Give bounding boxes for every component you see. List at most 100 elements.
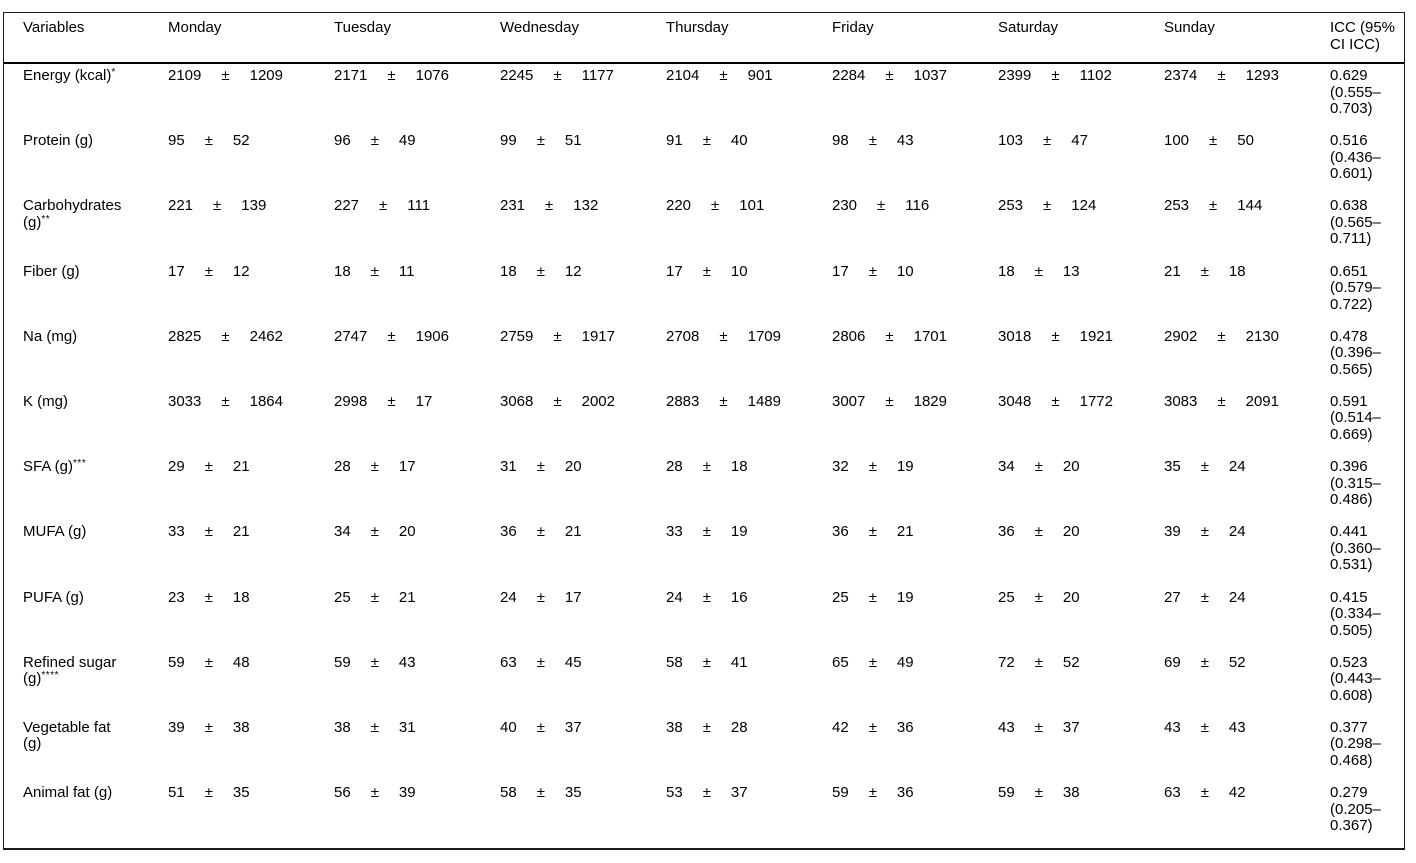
table-row: PUFA (g) 23 ± 18 25 ± 21 24 ± 17 24 ± 16… [4, 586, 1404, 651]
mean-value: 33 [168, 523, 185, 541]
plus-minus-symbol: ± [370, 588, 379, 606]
plus-minus-symbol: ± [536, 718, 545, 736]
table-row: SFA (g)*** 29 ± 21 28 ± 17 31 ± 20 28 ± … [4, 455, 1404, 520]
plus-minus-symbol: ± [719, 67, 728, 84]
sd-value: 52 [1062, 653, 1080, 671]
mean-sd-cell: 253 ± 124 [998, 198, 1164, 259]
plus-minus-symbol: ± [1200, 458, 1209, 476]
plus-minus-symbol: ± [1034, 784, 1043, 802]
sd-value: 47 [1071, 132, 1088, 150]
mean-value: 3068 [500, 392, 534, 410]
plus-minus-symbol: ± [1034, 653, 1043, 671]
sd-value: 1489 [747, 392, 781, 410]
table-row: K (mg) 3033 ± 1864 2998 ± 17 3068 ± 2002… [4, 390, 1404, 455]
sd-value: 35 [232, 784, 250, 802]
mean-value: 27 [1164, 588, 1181, 606]
table-body: Energy (kcal)* 2109 ± 1209 2171 ± 1076 2… [4, 64, 1404, 846]
plus-minus-symbol: ± [204, 718, 213, 736]
plus-minus-symbol: ± [204, 523, 213, 541]
plus-minus-symbol: ± [868, 458, 877, 476]
mean-value: 18 [998, 262, 1015, 280]
mean-sd-cell: 99 ± 51 [500, 133, 666, 194]
row-label: Refined sugar (g)**** [23, 654, 168, 716]
row-label: PUFA (g) [23, 588, 168, 651]
mean-value: 2759 [500, 327, 534, 345]
mean-sd-cell: 230 ± 116 [832, 198, 998, 259]
mean-sd-cell: 18 ± 11 [334, 263, 500, 325]
plus-minus-symbol: ± [868, 653, 877, 671]
mean-sd-cell: 3068 ± 2002 [500, 392, 666, 455]
sd-value: 116 [905, 197, 930, 215]
sd-value: 36 [896, 718, 914, 736]
mean-sd-cell: 58 ± 41 [666, 654, 832, 716]
plus-minus-symbol: ± [711, 197, 720, 215]
plus-minus-symbol: ± [868, 262, 877, 280]
mean-value: 230 [832, 197, 858, 215]
table-row: Na (mg) 2825 ± 2462 2747 ± 1906 2759 ± 1… [4, 325, 1404, 390]
plus-minus-symbol: ± [702, 784, 711, 802]
mean-value: 24 [666, 588, 683, 606]
plus-minus-symbol: ± [1217, 327, 1226, 345]
row-label: K (mg) [23, 393, 168, 455]
mean-value: 38 [666, 718, 683, 736]
row-label: Fiber (g) [23, 262, 168, 325]
mean-value: 43 [998, 718, 1015, 736]
row-label-text: PUFA (g) [23, 588, 84, 606]
mean-value: 59 [334, 653, 351, 671]
mean-value: 95 [168, 132, 185, 150]
sd-value: 111 [407, 197, 431, 215]
mean-sd-cell: 17 ± 10 [832, 262, 998, 325]
mean-value: 33 [666, 523, 683, 541]
table-row: Animal fat (g) 51 ± 35 56 ± 39 58 ± 35 5… [4, 781, 1404, 846]
mean-value: 96 [334, 132, 351, 150]
mean-sd-cell: 2806 ± 1701 [832, 328, 998, 390]
icc-value: 0.415 (0.334– 0.505) [1330, 588, 1381, 639]
sd-value: 21 [232, 523, 250, 541]
plus-minus-symbol: ± [370, 523, 379, 541]
mean-sd-cell: 21 ± 18 [1164, 262, 1330, 325]
plus-minus-symbol: ± [1200, 718, 1209, 736]
mean-sd-cell: 28 ± 17 [334, 459, 500, 520]
row-label-text: SFA (g) [23, 458, 74, 476]
row-label-text: Fiber (g) [23, 262, 80, 280]
sd-value: 139 [241, 197, 267, 215]
mean-value: 34 [334, 523, 351, 541]
plus-minus-symbol: ± [1043, 197, 1052, 215]
mean-value: 29 [168, 458, 185, 476]
mean-value: 63 [1164, 784, 1181, 802]
table-row: Energy (kcal)* 2109 ± 1209 2171 ± 1076 2… [4, 64, 1404, 129]
mean-value: 17 [666, 262, 683, 280]
plus-minus-symbol: ± [536, 132, 545, 150]
row-label-text: Carbohydrates (g) [23, 197, 122, 231]
mean-sd-cell: 2883 ± 1489 [666, 392, 832, 455]
sd-value: 18 [1228, 262, 1246, 280]
mean-value: 59 [832, 784, 849, 802]
sd-value: 38 [232, 718, 250, 736]
plus-minus-symbol: ± [1200, 588, 1209, 606]
plus-minus-symbol: ± [204, 458, 213, 476]
plus-minus-symbol: ± [213, 197, 222, 215]
mean-sd-cell: 35 ± 24 [1164, 459, 1330, 520]
row-label: Vegetable fat (g) [23, 719, 168, 781]
mean-sd-cell: 25 ± 19 [832, 589, 998, 651]
mean-value: 253 [998, 197, 1024, 215]
mean-sd-cell: 91 ± 40 [666, 133, 832, 194]
sd-value: 24 [1228, 523, 1246, 541]
mean-sd-cell: 58 ± 35 [500, 785, 666, 846]
sd-value: 49 [896, 653, 914, 671]
mean-value: 40 [500, 718, 517, 736]
sd-value: 43 [1228, 718, 1246, 736]
mean-value: 72 [998, 653, 1015, 671]
plus-minus-symbol: ± [536, 458, 545, 476]
column-header-wednesday: Wednesday [500, 19, 579, 36]
mean-sd-cell: 63 ± 45 [500, 654, 666, 716]
row-label-footnote-marker: **** [41, 670, 59, 682]
mean-sd-cell: 51 ± 35 [168, 785, 334, 846]
sd-value: 49 [398, 132, 416, 150]
mean-sd-cell: 3033 ± 1864 [168, 393, 334, 455]
mean-sd-cell: 31 ± 20 [500, 459, 666, 520]
sd-value: 1917 [581, 327, 615, 345]
plus-minus-symbol: ± [868, 784, 877, 802]
mean-sd-cell: 17 ± 10 [666, 262, 832, 325]
plus-minus-symbol: ± [868, 718, 877, 736]
